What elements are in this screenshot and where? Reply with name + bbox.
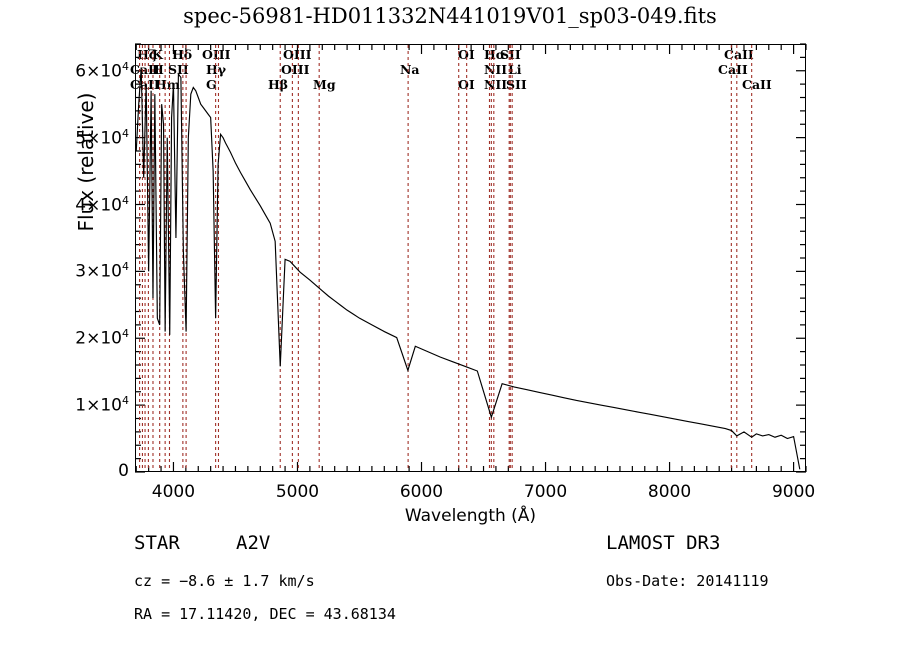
line-label-CaII: CaII [718, 62, 748, 77]
line-label-H: Hγ [206, 62, 227, 77]
x-tick-4000: 4000 [151, 482, 196, 502]
line-label-OI: OI [458, 77, 475, 92]
line-label-SII: SII [500, 47, 521, 62]
line-label-OI: OI [458, 47, 475, 62]
y-tick-0: 0 [118, 461, 129, 481]
line-label-OIII: OIII [281, 62, 310, 77]
line-label-NII: NII [484, 77, 508, 92]
x-tick-8000: 8000 [647, 482, 692, 502]
line-label-H: Hβ [268, 77, 289, 92]
y-axis-label: Flux (relative) [74, 92, 98, 232]
line-label-G: G [206, 77, 217, 92]
survey-label: LAMOST DR3 [606, 532, 721, 554]
x-tick-7000: 7000 [523, 482, 568, 502]
spectral-class-label: A2V [236, 532, 271, 554]
line-label-Na: Na [400, 62, 420, 77]
line-label-H: Hζ [137, 47, 157, 62]
plot-frame [135, 44, 806, 472]
line-label-Mg: Mg [313, 77, 336, 92]
obs-date-label: Obs-Date: 20141119 [606, 572, 769, 590]
x-tick-5000: 5000 [275, 482, 320, 502]
line-label-SII: SII [506, 77, 527, 92]
line-label-NII: NII [484, 62, 508, 77]
y-tick-40000: 4×104 [75, 193, 129, 216]
line-label-H: Hδ [172, 47, 193, 62]
line-label-H: H [152, 62, 164, 77]
y-tick-60000: 6×104 [75, 59, 129, 82]
x-tick-9000: 9000 [771, 482, 816, 502]
cz-label: cz = −8.6 ± 1.7 km/s [134, 572, 315, 590]
page-title: spec-56981-HD011332N441019V01_sp03-049.f… [183, 4, 717, 28]
object-type-label: STAR [134, 532, 180, 554]
line-label-OIII: OIII [283, 47, 312, 62]
line-label-K: K [152, 47, 163, 62]
line-label-CaII: CaII [742, 77, 772, 92]
y-tick-50000: 5×104 [75, 126, 129, 149]
y-tick-30000: 3×104 [75, 260, 129, 283]
line-label-Hm: Hm [155, 77, 181, 92]
line-label-SII: SII [168, 62, 189, 77]
coords-label: RA = 17.11420, DEC = 43.68134 [134, 605, 396, 623]
line-label-CaII: CaII [724, 47, 754, 62]
y-tick-20000: 2×104 [75, 327, 129, 349]
x-tick-6000: 6000 [399, 482, 444, 502]
y-tick-10000: 1×104 [75, 394, 129, 416]
line-label-Li: Li [508, 62, 522, 77]
x-axis-label: Wavelength (Å) [404, 506, 537, 526]
line-label-OIII: OIII [202, 47, 231, 62]
